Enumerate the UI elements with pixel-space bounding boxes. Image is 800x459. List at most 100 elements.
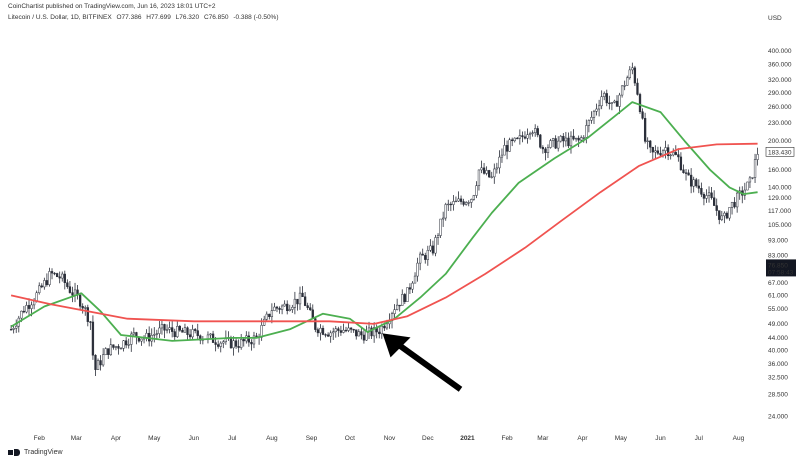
x-tick-label: May xyxy=(148,435,161,442)
current-high-marker xyxy=(765,147,795,157)
candle-body xyxy=(585,125,588,138)
candle-body xyxy=(101,354,105,366)
candle-body xyxy=(119,348,123,350)
candle-body xyxy=(55,273,59,277)
candle xyxy=(626,75,629,86)
candle xyxy=(27,298,31,317)
candle xyxy=(78,292,82,310)
y-tick-label: 36.000 xyxy=(768,361,788,368)
x-tick-label: 2021 xyxy=(460,435,475,442)
candle-body xyxy=(217,344,220,347)
candle xyxy=(50,268,54,280)
candle xyxy=(301,286,304,298)
candle-body xyxy=(728,207,731,219)
candle-body xyxy=(66,282,69,287)
candle xyxy=(283,300,286,307)
candle xyxy=(66,279,69,289)
footer: TradingView xyxy=(8,449,63,456)
x-tick-label: Mar xyxy=(537,435,549,442)
legend-symbol: Litecoin / U.S. Dollar, 1D, BITFINEX xyxy=(8,14,112,21)
candle-body xyxy=(196,330,199,337)
candle-body xyxy=(756,154,759,160)
legend-open: O77.386 xyxy=(116,14,142,21)
candle-body xyxy=(485,170,488,174)
candle-body xyxy=(355,329,358,337)
candle xyxy=(705,189,708,203)
candle-body xyxy=(620,85,624,96)
candle xyxy=(605,89,608,107)
candle-body xyxy=(659,153,662,156)
candle xyxy=(234,338,238,349)
candle-body xyxy=(646,140,649,143)
candle-body xyxy=(40,285,43,288)
candle-body xyxy=(176,326,179,338)
candle-body xyxy=(656,150,660,154)
candle-body xyxy=(541,147,545,150)
y-tick-label: 44.000 xyxy=(768,335,788,342)
candle-body xyxy=(286,303,289,311)
candle xyxy=(715,198,718,216)
candle-body xyxy=(222,341,225,344)
candle xyxy=(531,130,534,137)
y-tick-label: 93.000 xyxy=(768,238,788,245)
candle-body xyxy=(459,198,463,202)
candle xyxy=(273,302,276,312)
candle xyxy=(227,331,230,341)
candle xyxy=(485,166,488,176)
candle xyxy=(495,162,498,174)
candle-body xyxy=(743,189,746,196)
candle xyxy=(12,324,15,334)
candle-body xyxy=(633,67,637,84)
candle xyxy=(319,324,322,341)
x-tick-label: Jul xyxy=(695,435,704,442)
candle-body xyxy=(595,108,598,112)
candle-body xyxy=(234,340,238,347)
candle xyxy=(424,252,427,264)
candle-body xyxy=(403,294,406,302)
candle xyxy=(370,325,373,339)
candle xyxy=(142,335,146,344)
candle xyxy=(355,329,358,340)
candle-body xyxy=(107,348,110,355)
candle xyxy=(324,333,327,338)
candle xyxy=(398,304,401,312)
candle xyxy=(521,131,524,143)
candle-body xyxy=(393,309,396,314)
candle xyxy=(352,328,355,333)
candle-body xyxy=(684,172,688,174)
candle xyxy=(551,137,555,148)
candle xyxy=(513,137,516,143)
candle-body xyxy=(477,169,481,186)
candle xyxy=(148,326,151,347)
candle-body xyxy=(666,147,670,157)
candle-body xyxy=(416,262,419,277)
candle xyxy=(562,133,565,148)
legend-high: H77.699 xyxy=(146,14,171,21)
candle-body xyxy=(383,325,386,329)
candle xyxy=(73,282,77,303)
y-tick-label: 230.000 xyxy=(768,120,792,127)
candle xyxy=(603,91,606,101)
annotation-arrow xyxy=(382,333,463,392)
candle-body xyxy=(50,271,54,274)
candle xyxy=(206,331,210,344)
candle-body xyxy=(173,331,176,338)
candle xyxy=(679,152,683,171)
candle xyxy=(306,302,309,311)
candle-body xyxy=(544,148,547,153)
candle-body xyxy=(35,292,38,302)
candle xyxy=(107,348,110,359)
candle-body xyxy=(674,152,677,155)
candle-body xyxy=(610,102,614,104)
candle-body xyxy=(398,304,401,307)
candle-body xyxy=(288,309,291,311)
annotation-arrow-layer xyxy=(382,333,463,392)
candle-body xyxy=(163,324,166,331)
candle xyxy=(498,150,501,174)
candle-body xyxy=(521,135,524,138)
candle-body xyxy=(692,179,695,187)
candle-body xyxy=(631,67,634,71)
candle xyxy=(712,190,716,206)
candle-body xyxy=(580,137,583,141)
